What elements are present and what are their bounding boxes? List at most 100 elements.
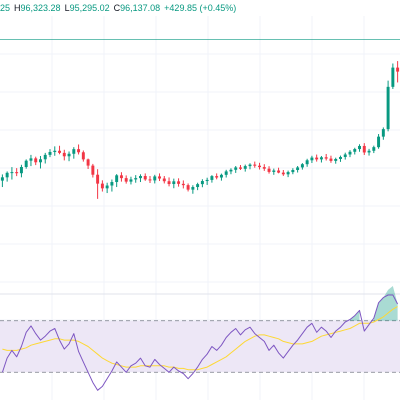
candle xyxy=(39,155,42,169)
candle-body xyxy=(186,185,190,190)
candle xyxy=(200,179,204,188)
rsi-line xyxy=(1,294,399,391)
candle xyxy=(196,182,200,191)
candle-body xyxy=(110,182,114,186)
candle xyxy=(148,176,152,184)
candle xyxy=(358,144,361,152)
candle xyxy=(234,165,238,173)
price-pane[interactable] xyxy=(0,39,400,199)
candle-body xyxy=(229,169,233,172)
candle-body xyxy=(91,165,95,175)
candle xyxy=(353,147,357,155)
candle xyxy=(139,174,142,183)
candle-body xyxy=(143,176,147,180)
candle-body xyxy=(19,166,23,174)
candle xyxy=(48,149,52,158)
candle-body xyxy=(329,158,333,161)
candle-body xyxy=(167,181,171,185)
candle xyxy=(167,177,171,187)
candle-body xyxy=(77,149,81,153)
high-label: H xyxy=(14,3,21,13)
candle-body xyxy=(100,183,104,189)
candle-body xyxy=(315,157,319,160)
candle xyxy=(310,155,314,163)
candle xyxy=(243,164,247,172)
candle-body xyxy=(124,178,128,182)
low-label: L xyxy=(64,3,70,13)
candle-body xyxy=(29,158,33,161)
candle-body xyxy=(234,167,238,170)
candle-body xyxy=(158,176,161,179)
close-label: C xyxy=(113,3,121,13)
candle xyxy=(110,179,114,192)
candle xyxy=(277,167,281,174)
candle xyxy=(96,169,100,199)
candle xyxy=(396,61,400,83)
candle-body xyxy=(291,170,295,173)
candle-body xyxy=(239,167,242,169)
candle xyxy=(272,168,276,175)
candle xyxy=(115,174,119,188)
candle-body xyxy=(362,145,366,153)
candle-body xyxy=(334,158,338,161)
candle-body xyxy=(300,164,304,168)
candle-body xyxy=(119,175,123,179)
candle-body xyxy=(277,170,281,173)
change-value: +429.85 (+0.45%) xyxy=(164,3,237,13)
candle-body xyxy=(210,176,214,180)
candle xyxy=(119,172,123,182)
candle-body xyxy=(15,172,19,174)
candle-body xyxy=(86,159,90,166)
candle xyxy=(281,170,285,176)
candle-body xyxy=(353,149,357,152)
candle xyxy=(262,164,266,171)
candle xyxy=(324,153,328,161)
candle xyxy=(81,150,85,162)
candle-body xyxy=(219,174,223,178)
candle-body xyxy=(253,164,257,166)
candle-body xyxy=(296,167,300,171)
candle-body xyxy=(358,145,361,150)
candle xyxy=(91,163,95,178)
candle xyxy=(258,162,261,170)
candle-body xyxy=(129,179,133,182)
candle xyxy=(19,164,23,178)
candle xyxy=(172,178,176,189)
candle-body xyxy=(39,159,42,163)
candle-body xyxy=(339,156,342,159)
candle xyxy=(339,155,342,162)
candle-body xyxy=(53,150,57,152)
candle-body xyxy=(267,168,271,172)
candle-body xyxy=(139,176,142,179)
candle xyxy=(43,152,47,164)
high-value: 96,323.28 xyxy=(20,3,61,13)
candle-body xyxy=(324,157,328,159)
candle-body xyxy=(372,147,376,151)
candle-body xyxy=(172,181,176,185)
candle xyxy=(315,154,319,162)
candle xyxy=(248,163,252,170)
candle xyxy=(29,154,33,167)
candle-body xyxy=(281,172,285,175)
candle-body xyxy=(181,183,185,186)
candle xyxy=(86,158,90,170)
rsi-pane[interactable] xyxy=(0,285,400,391)
candle xyxy=(343,152,347,160)
candle xyxy=(177,178,181,187)
low-value: 95,295.02 xyxy=(69,3,110,13)
candle-body xyxy=(381,129,385,137)
candle xyxy=(5,171,9,182)
candle xyxy=(105,182,109,194)
candle xyxy=(391,63,395,89)
candle-body xyxy=(343,154,347,157)
candle xyxy=(24,159,28,169)
candle xyxy=(229,168,233,175)
candle xyxy=(372,145,376,154)
candle xyxy=(143,173,147,181)
candle xyxy=(186,183,190,192)
candle xyxy=(124,175,128,184)
candle-body xyxy=(10,172,14,174)
candle-body xyxy=(34,158,38,163)
